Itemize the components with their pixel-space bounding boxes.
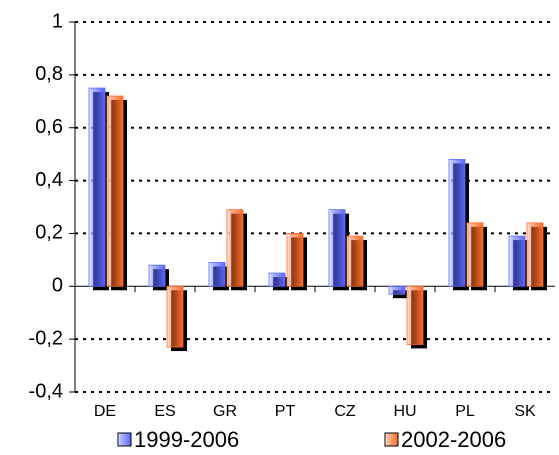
bar — [148, 264, 166, 287]
y-tick-label: -0,4 — [29, 380, 63, 402]
bar — [406, 285, 424, 345]
bar — [208, 262, 226, 287]
x-tick-label: SK — [514, 403, 536, 420]
bar — [88, 87, 106, 287]
bar — [388, 285, 406, 295]
bar — [226, 209, 244, 287]
bar — [106, 95, 124, 287]
bar — [166, 285, 184, 348]
x-tick-label: GR — [213, 403, 237, 420]
x-tick-label: PL — [455, 403, 475, 420]
y-tick-label: 1 — [52, 10, 63, 32]
bar — [328, 209, 346, 287]
bar — [286, 233, 304, 287]
y-tick-label: -0,2 — [29, 327, 63, 349]
y-tick-label: 0,8 — [35, 63, 63, 85]
bar — [268, 272, 286, 287]
y-tick-label: 0 — [52, 275, 63, 297]
x-tick-label: DE — [94, 403, 116, 420]
x-tick-label: HU — [393, 403, 416, 420]
x-tick-label: ES — [154, 403, 175, 420]
bar — [526, 222, 544, 287]
y-tick-label: 0,2 — [35, 222, 63, 244]
bar — [508, 235, 526, 287]
bar — [448, 159, 466, 287]
legend-label: 2002-2006 — [401, 427, 506, 452]
x-tick-label: CZ — [334, 403, 356, 420]
legend-swatch — [384, 432, 399, 447]
bar — [346, 235, 364, 287]
y-tick-label: 0,4 — [35, 169, 63, 191]
y-tick-label: 0,6 — [35, 116, 63, 138]
bar — [466, 222, 484, 287]
legend-swatch — [117, 432, 132, 447]
legend-label: 1999-2006 — [134, 427, 239, 452]
x-tick-label: PT — [275, 403, 296, 420]
